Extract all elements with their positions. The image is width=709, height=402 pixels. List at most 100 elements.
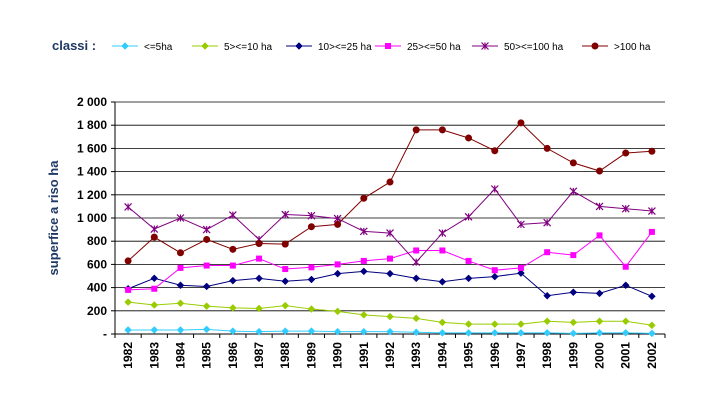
data-point bbox=[386, 327, 394, 336]
data-point bbox=[465, 134, 473, 142]
data-point bbox=[255, 274, 263, 283]
data-point bbox=[648, 321, 656, 330]
data-point bbox=[648, 228, 655, 235]
series-4 bbox=[124, 185, 656, 267]
x-tick-label: 1987 bbox=[252, 342, 266, 369]
legend-swatch-marker bbox=[481, 42, 489, 50]
data-point bbox=[255, 240, 263, 248]
data-point bbox=[465, 257, 472, 264]
x-tick-label: 1983 bbox=[147, 342, 161, 369]
x-tick-label: 1984 bbox=[173, 342, 187, 369]
data-point bbox=[438, 126, 446, 134]
data-point bbox=[412, 126, 420, 134]
data-point bbox=[517, 269, 525, 277]
x-tick-label: 1991 bbox=[357, 342, 371, 369]
data-point bbox=[387, 255, 393, 262]
legend-label: >100 ha bbox=[614, 42, 651, 53]
data-point bbox=[359, 227, 368, 236]
data-point bbox=[359, 267, 368, 276]
series-3 bbox=[125, 228, 655, 293]
legend-swatch-marker bbox=[591, 42, 599, 50]
data-point bbox=[202, 225, 211, 234]
data-point bbox=[490, 272, 499, 281]
legend-item: <=5ha bbox=[112, 42, 173, 53]
data-point bbox=[229, 304, 237, 312]
data-point bbox=[439, 247, 446, 254]
x-tick-label: 1988 bbox=[278, 342, 292, 369]
data-point bbox=[176, 249, 184, 257]
data-point bbox=[490, 185, 499, 193]
data-point bbox=[334, 220, 342, 228]
x-tick-label: 1996 bbox=[488, 342, 502, 369]
data-point bbox=[124, 203, 133, 211]
data-point bbox=[281, 277, 290, 286]
data-point bbox=[307, 305, 316, 313]
data-point bbox=[125, 286, 132, 293]
data-point bbox=[412, 258, 421, 267]
data-point bbox=[386, 269, 394, 278]
series-line bbox=[127, 188, 652, 263]
data-point bbox=[517, 328, 525, 337]
legend-item: 5><=10 ha bbox=[192, 42, 273, 53]
legend-swatch-marker bbox=[295, 42, 303, 50]
x-tick-label: 1993 bbox=[409, 342, 423, 369]
data-point bbox=[360, 194, 368, 202]
data-point bbox=[307, 223, 315, 231]
data-point bbox=[569, 159, 577, 167]
data-point bbox=[176, 281, 185, 290]
data-point bbox=[282, 266, 289, 273]
legend-swatch-marker bbox=[201, 42, 209, 50]
data-point bbox=[412, 314, 421, 323]
axes bbox=[111, 101, 666, 338]
y-tick-label: 600 bbox=[87, 257, 107, 271]
data-point bbox=[621, 204, 630, 213]
x-tick-label: 2001 bbox=[619, 342, 633, 369]
data-point bbox=[438, 328, 447, 337]
y-axis-title: superfice a riso ha bbox=[46, 160, 61, 276]
data-point bbox=[228, 211, 237, 220]
data-point bbox=[543, 291, 551, 300]
y-tick-label: 1 600 bbox=[77, 141, 107, 155]
data-point bbox=[621, 328, 630, 337]
legend-item: >100 ha bbox=[582, 42, 651, 53]
y-tick-label: 400 bbox=[87, 281, 107, 295]
data-point bbox=[307, 211, 316, 220]
legend-label: 25><=50 ha bbox=[407, 42, 461, 53]
data-point bbox=[464, 328, 473, 337]
data-point bbox=[569, 187, 578, 196]
data-point bbox=[150, 225, 159, 233]
data-point bbox=[517, 320, 525, 328]
data-point bbox=[621, 281, 630, 290]
data-point bbox=[229, 327, 237, 335]
data-point bbox=[124, 257, 132, 265]
data-point bbox=[176, 214, 185, 222]
gridlines bbox=[115, 101, 665, 312]
data-point bbox=[281, 327, 290, 335]
data-point bbox=[595, 202, 604, 211]
y-tick-label: 800 bbox=[87, 234, 107, 248]
data-point bbox=[203, 262, 210, 269]
data-point bbox=[438, 277, 447, 286]
data-point bbox=[202, 282, 211, 291]
data-point bbox=[229, 245, 237, 253]
x-tick-label: 1990 bbox=[331, 342, 345, 369]
y-tick-label: 200 bbox=[87, 304, 107, 318]
data-point bbox=[203, 235, 211, 243]
data-point bbox=[308, 264, 315, 271]
data-point bbox=[621, 317, 630, 326]
data-point bbox=[360, 257, 367, 264]
data-point bbox=[151, 285, 158, 292]
legend-item: 25><=50 ha bbox=[375, 42, 461, 53]
data-point bbox=[176, 299, 185, 308]
x-tick-label: 1985 bbox=[200, 342, 214, 369]
x-tick-label: 1982 bbox=[121, 342, 135, 369]
x-tick-label: 2000 bbox=[593, 342, 607, 369]
data-point bbox=[281, 210, 290, 219]
data-point bbox=[517, 264, 524, 271]
data-point bbox=[386, 312, 394, 321]
legend-swatch-marker bbox=[385, 43, 391, 49]
y-tick-label: 2 000 bbox=[77, 95, 107, 109]
data-point bbox=[438, 318, 447, 327]
x-tick-label: 1986 bbox=[226, 342, 240, 369]
data-point bbox=[438, 229, 447, 238]
